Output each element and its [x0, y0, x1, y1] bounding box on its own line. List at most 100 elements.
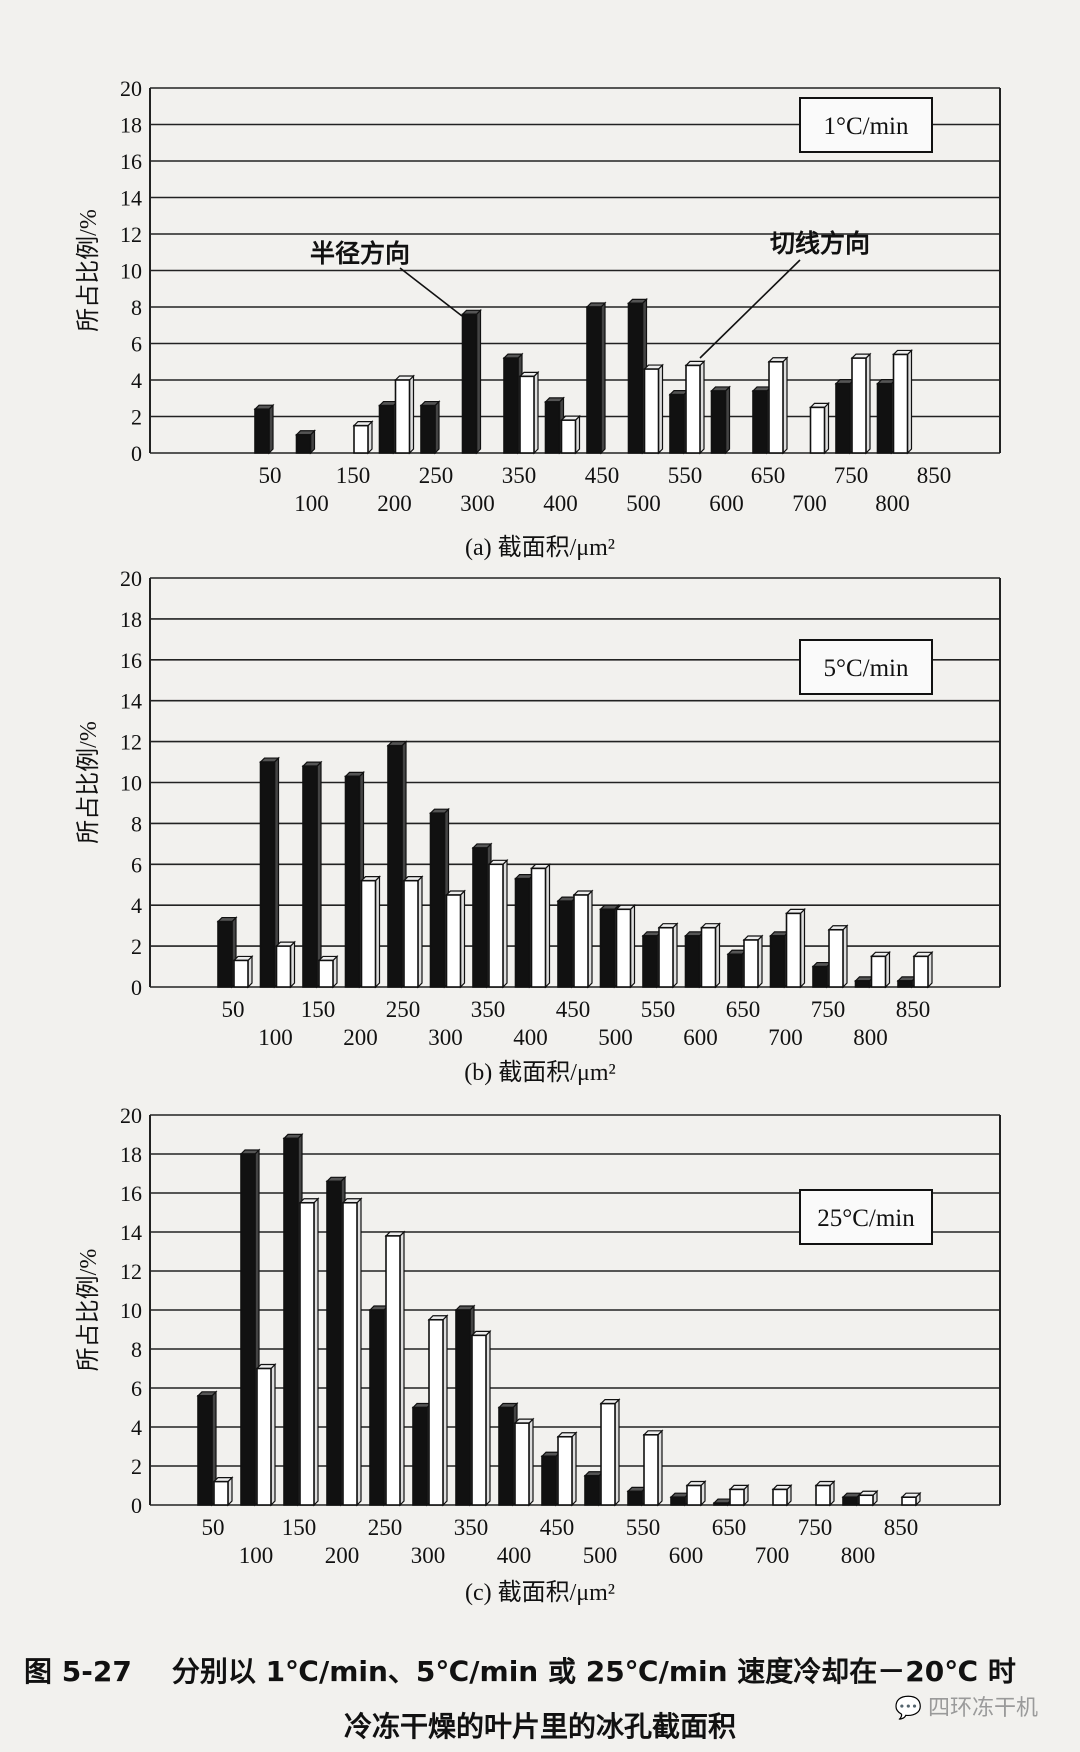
x-tick-label: 250 — [386, 997, 421, 1022]
x-tick-label: 250 — [419, 463, 454, 488]
x-tick-label: 250 — [368, 1515, 403, 1540]
bar-tangential-600 — [685, 1480, 707, 1507]
x-tick-label: 650 — [751, 463, 786, 488]
x-tick-label: 350 — [502, 463, 537, 488]
x-tick-label: 450 — [540, 1515, 575, 1540]
x-tick-label: 700 — [755, 1543, 790, 1568]
bar-tangential-150 — [298, 1197, 320, 1507]
bar-tangential-400 — [530, 862, 551, 989]
y-tick-label: 8 — [131, 1337, 142, 1362]
y-tick-label: 4 — [131, 368, 142, 393]
bar-tangential-750 — [850, 352, 872, 455]
x-tick-label: 300 — [460, 491, 495, 516]
annotation-tangential-leader — [699, 259, 801, 359]
annotations: 半径方向 切线方向 — [310, 229, 870, 359]
x-tick-label: 150 — [282, 1515, 317, 1540]
y-tick-label: 12 — [120, 222, 142, 247]
x-tick-label: 100 — [239, 1543, 274, 1568]
bar-tangential-600 — [700, 922, 721, 989]
watermark: 💬 四环冻干机 — [895, 1690, 1038, 1722]
bar-tangential-100 — [255, 1363, 277, 1507]
bar-tangential-750 — [827, 924, 849, 989]
bar-radial-600 — [710, 385, 731, 455]
bar-tangential-650 — [767, 356, 789, 455]
annotation-tangential: 切线方向 — [770, 229, 870, 258]
bar-tangential-850 — [900, 1491, 922, 1507]
y-tick-label: 16 — [120, 1181, 142, 1206]
y-tick-label: 10 — [120, 259, 142, 284]
y-tick-label: 4 — [131, 1415, 142, 1440]
x-tick-label: 500 — [598, 1025, 633, 1050]
figure-caption-line1: 图 5-27 分别以 1℃/min、5℃/min 或 25℃/min 速度冷却在－… — [24, 1650, 1080, 1690]
y-tick-label: 16 — [120, 648, 142, 673]
legend-text: 1°C/min — [823, 113, 909, 140]
y-tick-label: 2 — [131, 405, 142, 430]
x-tick-label: 750 — [798, 1515, 833, 1540]
x-tick-label: 800 — [853, 1025, 888, 1050]
bar-radial-650 — [712, 1497, 734, 1507]
legend-box: 25°C/min — [799, 1189, 933, 1245]
y-tick-label: 6 — [131, 332, 142, 357]
bar-tangential-250 — [384, 1230, 406, 1507]
bar-tangential-350 — [518, 370, 540, 455]
bar-tangential-800 — [857, 1489, 879, 1507]
annotation-radial-leader — [399, 267, 463, 317]
x-tick-label: 100 — [258, 1025, 293, 1050]
bar-radial-50 — [216, 916, 238, 989]
figure-caption-line2: 冷冻干燥的叶片里的冰孔截面积 — [343, 1710, 736, 1743]
y-tick-label: 2 — [131, 1454, 142, 1479]
x-tick-label: 600 — [669, 1543, 704, 1568]
bar-tangential-350 — [487, 858, 509, 989]
y-tick-label: 20 — [120, 566, 142, 591]
x-tick-label: 350 — [471, 997, 506, 1022]
x-tick-label: 450 — [585, 463, 620, 488]
bar-tangential-200 — [341, 1197, 363, 1507]
legend-box: 1°C/min — [799, 97, 933, 153]
y-tick-label: 18 — [120, 113, 142, 138]
x-tick-label: 300 — [428, 1025, 463, 1050]
bar-tangential-850 — [912, 950, 934, 989]
x-tick-label: 150 — [301, 997, 336, 1022]
x-tick-label: 600 — [709, 491, 744, 516]
y-tick-label: 10 — [120, 771, 142, 796]
bar-tangential-200 — [394, 374, 415, 455]
legend-text: 25°C/min — [817, 1205, 915, 1232]
y-tick-label: 12 — [120, 1259, 142, 1284]
watermark-text: 四环冻干机 — [927, 1696, 1038, 1721]
bar-tangential-550 — [642, 1429, 664, 1507]
x-tick-label: 700 — [792, 491, 827, 516]
x-tick-label: 150 — [336, 463, 371, 488]
bar-tangential-650 — [728, 1483, 750, 1507]
x-tick-label: 850 — [896, 997, 931, 1022]
legend-box: 5°C/min — [799, 639, 933, 695]
y-tick-label: 20 — [120, 76, 142, 101]
figure-number: 图 5-27 — [24, 1655, 132, 1688]
bar-radial-200 — [325, 1175, 347, 1507]
x-tick-label: 550 — [668, 463, 703, 488]
bar-tangential-200 — [360, 875, 381, 989]
bar-tangential-800 — [870, 950, 891, 989]
y-tick-label: 12 — [120, 730, 142, 755]
bar-radial-150 — [301, 760, 323, 989]
bar-tangential-400 — [513, 1417, 535, 1507]
y-tick-label: 18 — [120, 607, 142, 632]
x-tick-label: 400 — [513, 1025, 548, 1050]
x-tick-label: 50 — [222, 997, 245, 1022]
caption-text-1: 分别以 1℃/min、5℃/min 或 25℃/min 速度冷却在－20℃ 时 — [171, 1655, 1016, 1688]
bar-tangential-700 — [809, 401, 830, 455]
x-tick-label: 550 — [641, 997, 676, 1022]
x-tick-label: 450 — [556, 997, 591, 1022]
x-axis-label: (a) 截面积/μm² — [465, 534, 615, 561]
y-tick-label: 6 — [131, 1376, 142, 1401]
chart-b: 0 2 4 6 8 10 12 14 16 18 20 所占比例/% 50 100 150 200 250 300… — [75, 566, 1001, 1086]
chart-a: 02468101214161820所占比例/%50100150200250300… — [75, 76, 1001, 561]
legend-text: 5°C/min — [823, 655, 909, 682]
x-axis-label: (b) 截面积/μm² — [464, 1059, 615, 1086]
y-tick-label: 4 — [131, 893, 142, 918]
y-tick-label: 10 — [120, 1298, 142, 1323]
bar-radial-250 — [419, 400, 441, 455]
x-tick-label: 350 — [454, 1515, 489, 1540]
bar-tangential-550 — [657, 922, 679, 989]
bar-tangential-550 — [684, 359, 706, 455]
x-tick-label: 100 — [294, 491, 329, 516]
